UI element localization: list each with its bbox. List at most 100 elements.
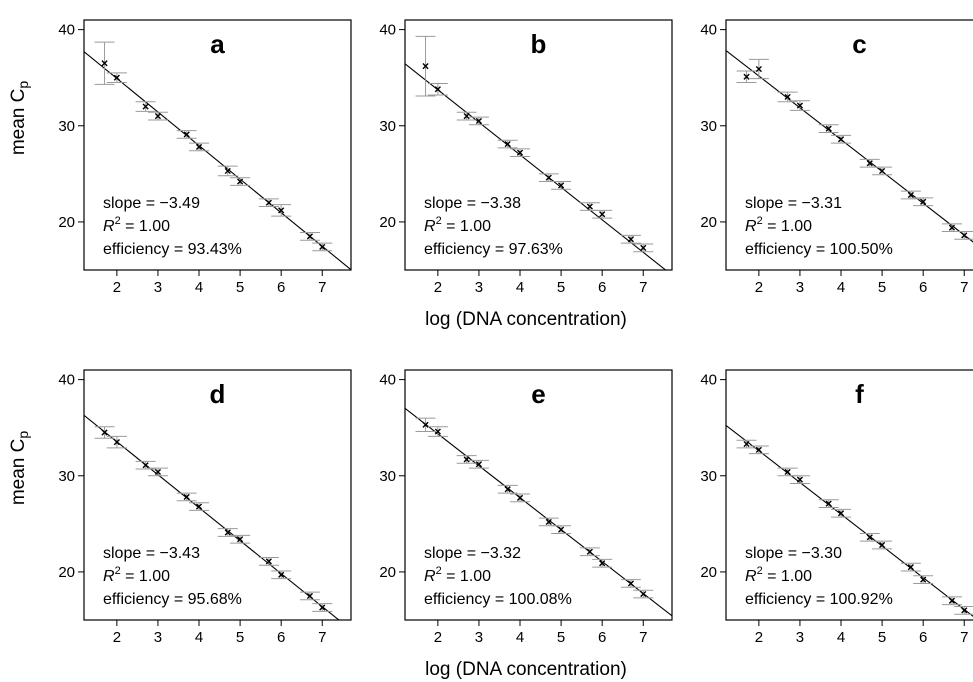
data-point-stroke	[755, 446, 762, 453]
fit-line	[726, 50, 973, 243]
data-point-stroke	[586, 203, 593, 210]
y-tick-label: 30	[58, 118, 75, 135]
efficiency-annotation: efficiency = 100.92%	[745, 591, 893, 608]
data-point	[463, 456, 470, 463]
fit-line	[405, 63, 667, 270]
x-tick-label: 2	[755, 279, 763, 296]
data-point	[101, 60, 108, 67]
y-tick-label: 40	[58, 22, 75, 39]
data-point-stroke	[640, 590, 647, 598]
data-point	[475, 461, 483, 468]
data-point	[599, 211, 606, 218]
data-point	[755, 65, 762, 73]
data-point-stroke	[183, 493, 190, 501]
data-point	[586, 548, 593, 555]
data-point-stroke	[504, 486, 511, 493]
x-tick-label: 7	[639, 279, 647, 296]
data-point-stroke	[743, 440, 750, 448]
data-point-stroke	[557, 182, 565, 189]
data-point-stroke	[434, 428, 441, 435]
efficiency-annotation: efficiency = 100.50%	[745, 241, 893, 258]
y-tick-label: 20	[700, 564, 717, 581]
efficiency-annotation: efficiency = 100.08%	[424, 591, 572, 608]
slope-annotation: slope = −3.49	[103, 195, 200, 212]
data-point-stroke	[113, 439, 120, 446]
plot-frame	[404, 369, 673, 621]
x-tick-label: 7	[639, 629, 647, 646]
r-squared-value: = 1.00	[763, 568, 812, 585]
y-tick-label: 40	[379, 22, 396, 39]
x-tick-label: 5	[557, 629, 565, 646]
data-point-stroke	[627, 236, 635, 243]
x-tick-label: 5	[557, 279, 565, 296]
y-axis-label-sub: p	[15, 431, 31, 439]
data-point-stroke	[920, 576, 927, 583]
slope-annotation: slope = −3.43	[103, 545, 200, 562]
data-point	[743, 440, 750, 448]
panel-label: b	[531, 29, 547, 59]
data-point	[878, 167, 886, 175]
x-tick-label: 6	[919, 629, 927, 646]
y-tick-label: 30	[379, 468, 396, 485]
data-point	[113, 439, 120, 446]
data-point-stroke	[599, 211, 606, 218]
r-superscript: 2	[757, 565, 763, 577]
data-point	[948, 597, 956, 604]
data-point-stroke	[319, 243, 326, 251]
y-tick-label: 20	[379, 564, 396, 581]
data-point	[154, 113, 162, 120]
x-axis-label-bottom: log (DNA concentration)	[425, 659, 627, 680]
data-point-stroke	[224, 529, 231, 536]
panel-label: f	[855, 379, 864, 409]
r-superscript: 2	[115, 565, 121, 577]
y-tick-label: 20	[379, 214, 396, 231]
efficiency-annotation: efficiency = 93.43%	[103, 241, 242, 258]
x-tick-label: 4	[516, 629, 524, 646]
data-point	[463, 113, 470, 120]
data-point	[319, 604, 326, 611]
data-point-stroke	[920, 198, 927, 205]
data-point	[796, 476, 804, 483]
y-tick-label: 20	[58, 564, 75, 581]
r-squared-value: = 1.00	[121, 218, 170, 235]
data-point-stroke	[627, 580, 635, 587]
data-point-stroke	[837, 136, 845, 143]
data-point	[142, 462, 149, 469]
data-point-stroke	[319, 604, 326, 611]
data-point	[961, 232, 968, 239]
data-point	[154, 468, 162, 476]
data-point-stroke	[948, 597, 956, 604]
efficiency-annotation: efficiency = 97.63%	[424, 241, 563, 258]
data-point-stroke	[907, 191, 914, 199]
y-tick-label: 30	[700, 118, 717, 135]
y-tick-label: 30	[379, 118, 396, 135]
data-point-stroke	[640, 244, 647, 251]
data-point	[183, 493, 190, 501]
x-tick-label: 4	[837, 629, 845, 646]
fit-line	[84, 51, 351, 270]
data-point	[278, 207, 285, 214]
r-squared-annotation: R2 = 1.00	[103, 215, 170, 235]
data-point	[866, 534, 873, 541]
data-point	[224, 529, 231, 536]
x-tick-label: 6	[919, 279, 927, 296]
plot-frame	[404, 19, 673, 271]
x-tick-label: 6	[277, 279, 285, 296]
x-tick-label: 7	[318, 279, 326, 296]
r-symbol: R	[745, 218, 757, 235]
x-tick-label: 5	[878, 279, 886, 296]
data-point-stroke	[866, 534, 873, 541]
data-point-stroke	[422, 421, 429, 428]
data-point-stroke	[278, 207, 285, 214]
x-tick-label: 4	[837, 279, 845, 296]
data-point-stroke	[961, 607, 968, 614]
x-tick-label: 5	[236, 629, 244, 646]
x-tick-label: 3	[475, 279, 483, 296]
data-point-stroke	[463, 456, 470, 463]
slope-annotation: slope = −3.38	[424, 195, 521, 212]
x-tick-label: 2	[434, 629, 442, 646]
x-tick-label: 7	[318, 629, 326, 646]
